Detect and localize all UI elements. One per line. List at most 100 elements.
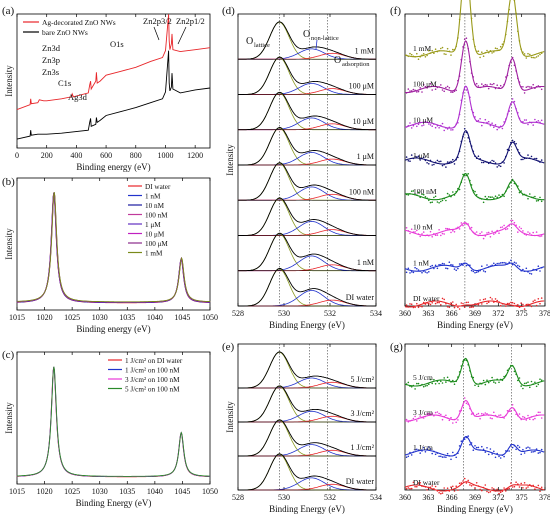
data-point (414, 449, 416, 451)
data-point (484, 118, 487, 121)
x-tick-label: 375 (516, 309, 528, 318)
data-point (436, 234, 439, 236)
data-point (445, 414, 447, 417)
legend-label: 10 nM (145, 202, 165, 210)
data-point (422, 385, 425, 388)
plot-frame (16, 13, 211, 149)
data-point (421, 193, 423, 195)
legend-label: 1 nM (145, 193, 161, 201)
data-point (424, 385, 427, 387)
x-tick-label: 1025 (64, 313, 80, 322)
x-tick-label: 369 (469, 309, 481, 318)
data-point (467, 435, 470, 437)
data-point (445, 199, 447, 202)
trace-label: 1 J/cm (413, 443, 433, 452)
legend-label: 5 J/cm² on 100 nM (125, 386, 180, 394)
data-point (529, 272, 531, 275)
x-axis-label: Binding Energy (eV) (269, 320, 345, 330)
data-point (529, 86, 531, 88)
data-point (486, 413, 488, 415)
x-tick-label: 1015 (9, 313, 25, 322)
data-point (448, 419, 451, 422)
data-point (414, 306, 416, 309)
data-point (501, 226, 504, 228)
trace-label: 1 nM (413, 258, 429, 267)
data-point (513, 485, 516, 488)
data-point (431, 382, 434, 385)
data-point (475, 446, 478, 449)
data-point (424, 451, 427, 453)
data-point (511, 178, 514, 181)
envelope-line (238, 267, 376, 307)
data-point (426, 384, 428, 387)
data-point (441, 262, 444, 265)
data-point (489, 448, 492, 450)
x-tick-label: 532 (324, 309, 336, 318)
x-tick-label: 1020 (37, 313, 53, 322)
data-point (421, 271, 423, 274)
data-point (405, 304, 408, 306)
x-axis-label: Binding energy (eV) (76, 324, 150, 334)
data-point (445, 86, 447, 89)
data-point (405, 488, 408, 490)
data-point (520, 158, 522, 161)
data-point (530, 305, 533, 308)
data-point (513, 261, 516, 264)
data-point (416, 52, 418, 55)
data-point (438, 229, 440, 231)
data-point (414, 415, 416, 418)
legend-label: 1 J/cm² on 100 nM (125, 367, 180, 375)
data-point (510, 410, 512, 413)
data-point (409, 122, 411, 124)
data-point (443, 298, 446, 301)
data-point (446, 487, 449, 490)
data-point (470, 226, 473, 229)
data-point (422, 231, 425, 233)
data-point (458, 263, 461, 265)
data-point (510, 301, 512, 304)
data-point (486, 49, 488, 52)
data-point (487, 196, 490, 198)
data-point (539, 235, 541, 238)
data-point (446, 227, 449, 230)
data-point (446, 305, 449, 308)
trace-label: 1 mM (355, 46, 374, 55)
trace-label: 10 μM (413, 115, 433, 124)
data-point (426, 489, 428, 491)
data-point (527, 197, 529, 200)
data-point (416, 302, 418, 305)
data-point (491, 376, 493, 379)
data-point (481, 231, 483, 233)
data-point (481, 412, 483, 415)
data-point (474, 190, 476, 193)
data-point (448, 194, 451, 196)
data-point (431, 201, 434, 203)
data-point (407, 267, 410, 270)
trace-label: 1 μM (357, 152, 374, 161)
data-point (445, 166, 447, 168)
data-point (493, 450, 495, 453)
data-point (503, 261, 505, 264)
data-point (410, 154, 413, 156)
data-point (498, 262, 500, 265)
data-point (532, 418, 534, 421)
data-point (517, 264, 519, 267)
data-point (477, 385, 480, 388)
data-point (416, 267, 418, 270)
data-point (452, 191, 454, 193)
data-point (499, 84, 502, 87)
data-point (530, 155, 533, 158)
data-point (513, 370, 516, 373)
data-point (513, 100, 516, 103)
data-point (433, 378, 435, 381)
data-point (482, 379, 485, 382)
data-point (499, 226, 502, 229)
data-point (452, 451, 454, 454)
data-point (474, 384, 476, 387)
data-point (511, 404, 514, 406)
x-tick-label: 1050 (202, 487, 218, 496)
data-point (457, 489, 459, 491)
data-point (494, 195, 497, 197)
data-point (534, 417, 536, 420)
data-point (453, 383, 456, 386)
